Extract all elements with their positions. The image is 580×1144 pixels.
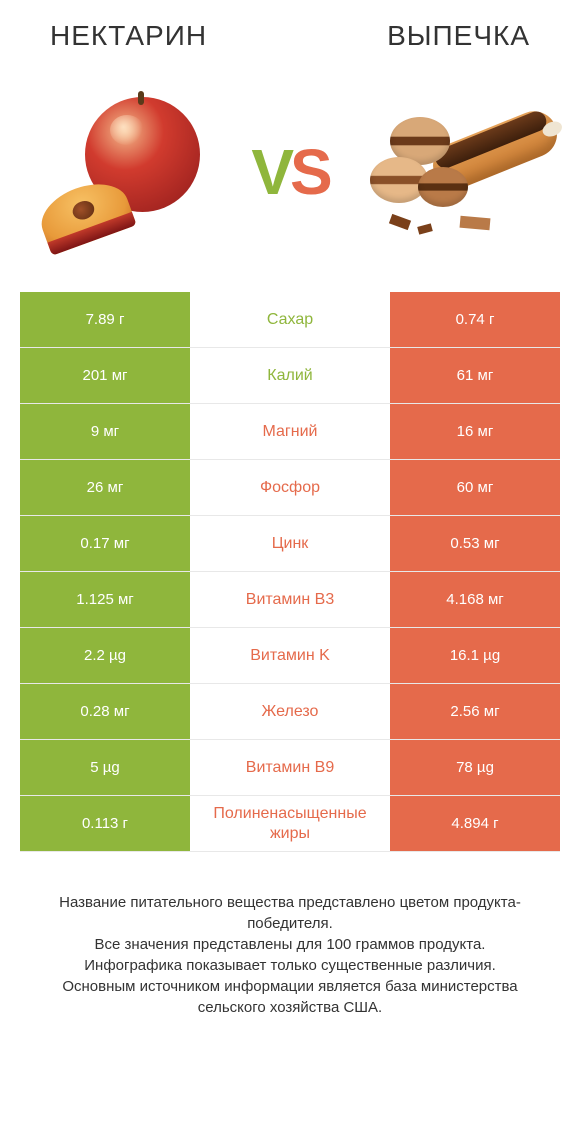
right-value: 16 мг	[390, 404, 560, 459]
nutrient-name: Калий	[190, 348, 390, 403]
left-product-title: НЕКТАРИН	[50, 20, 207, 52]
left-value: 5 µg	[20, 740, 190, 795]
hero-section: VS	[0, 62, 580, 292]
vs-label: VS	[251, 135, 328, 209]
right-value: 0.74 г	[390, 292, 560, 347]
left-value: 0.17 мг	[20, 516, 190, 571]
pastry-image	[360, 82, 550, 262]
left-value: 201 мг	[20, 348, 190, 403]
left-value: 7.89 г	[20, 292, 190, 347]
footer-line: Инфографика показывает только существенн…	[30, 955, 550, 976]
right-value: 60 мг	[390, 460, 560, 515]
table-row: 201 мгКалий61 мг	[20, 348, 560, 404]
right-value: 78 µg	[390, 740, 560, 795]
table-row: 0.113 гПолиненасыщенные жиры4.894 г	[20, 796, 560, 852]
nutrient-name: Железо	[190, 684, 390, 739]
table-row: 5 µgВитамин B978 µg	[20, 740, 560, 796]
header: НЕКТАРИН ВЫПЕЧКА	[0, 0, 580, 62]
right-value: 2.56 мг	[390, 684, 560, 739]
nutrient-name: Фосфор	[190, 460, 390, 515]
footer-line: Основным источником информации является …	[30, 976, 550, 1018]
nutrient-name: Полиненасыщенные жиры	[190, 796, 390, 851]
nutrient-name: Цинк	[190, 516, 390, 571]
left-value: 1.125 мг	[20, 572, 190, 627]
table-row: 0.17 мгЦинк0.53 мг	[20, 516, 560, 572]
vs-v: V	[251, 136, 290, 208]
left-value: 0.113 г	[20, 796, 190, 851]
left-value: 26 мг	[20, 460, 190, 515]
table-row: 26 мгФосфор60 мг	[20, 460, 560, 516]
right-value: 16.1 µg	[390, 628, 560, 683]
table-row: 2.2 µgВитамин K16.1 µg	[20, 628, 560, 684]
right-value: 0.53 мг	[390, 516, 560, 571]
nutrient-name: Витамин B3	[190, 572, 390, 627]
footer-line: Все значения представлены для 100 граммо…	[30, 934, 550, 955]
right-value: 4.168 мг	[390, 572, 560, 627]
right-product-title: ВЫПЕЧКА	[387, 20, 530, 52]
left-value: 9 мг	[20, 404, 190, 459]
table-row: 7.89 гСахар0.74 г	[20, 292, 560, 348]
left-value: 0.28 мг	[20, 684, 190, 739]
comparison-table: 7.89 гСахар0.74 г201 мгКалий61 мг9 мгМаг…	[0, 292, 580, 852]
table-row: 1.125 мгВитамин B34.168 мг	[20, 572, 560, 628]
nutrient-name: Витамин K	[190, 628, 390, 683]
nectarine-image	[30, 82, 220, 262]
footer-note: Название питательного вещества представл…	[0, 852, 580, 1018]
left-value: 2.2 µg	[20, 628, 190, 683]
right-value: 61 мг	[390, 348, 560, 403]
footer-line: Название питательного вещества представл…	[30, 892, 550, 934]
nutrient-name: Сахар	[190, 292, 390, 347]
right-value: 4.894 г	[390, 796, 560, 851]
nutrient-name: Витамин B9	[190, 740, 390, 795]
table-row: 0.28 мгЖелезо2.56 мг	[20, 684, 560, 740]
vs-s: S	[290, 136, 329, 208]
table-row: 9 мгМагний16 мг	[20, 404, 560, 460]
nutrient-name: Магний	[190, 404, 390, 459]
